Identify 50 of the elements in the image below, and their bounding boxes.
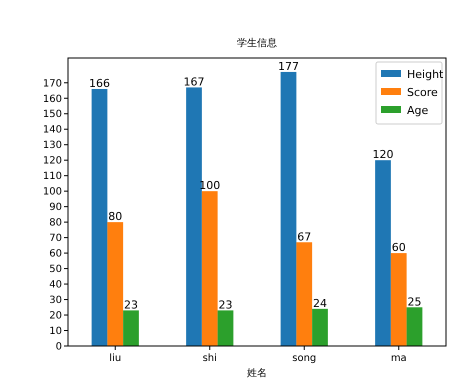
data-label: 120 — [372, 148, 394, 162]
bar — [218, 310, 234, 346]
y-tick-label: 150 — [42, 109, 62, 120]
data-label: 167 — [184, 75, 204, 88]
legend-label: Height — [407, 68, 444, 81]
y-tick-label: 70 — [49, 233, 62, 244]
bar — [123, 310, 139, 346]
y-tick-label: 120 — [42, 156, 62, 167]
legend-label: Score — [407, 86, 438, 99]
bar — [280, 72, 296, 346]
x-tick-label: ma — [390, 353, 407, 364]
bar — [375, 160, 391, 346]
x-tick-label: shi — [202, 353, 217, 364]
data-label: 23 — [218, 298, 232, 312]
bar — [92, 88, 108, 346]
data-label: 67 — [297, 230, 312, 244]
y-tick-label: 80 — [49, 218, 62, 229]
bar — [312, 308, 328, 346]
x-tick-label: liu — [109, 353, 122, 364]
y-tick-label: 110 — [42, 171, 62, 182]
y-tick-label: 60 — [49, 248, 62, 260]
data-label: 80 — [108, 210, 122, 224]
legend-label: Age — [407, 104, 429, 117]
y-tick-label: 90 — [49, 202, 62, 214]
x-tick-label: song — [292, 353, 316, 364]
bar — [406, 307, 422, 346]
y-tick-label: 20 — [49, 310, 62, 322]
y-tick-label: 130 — [42, 140, 62, 152]
y-tick-label: 50 — [49, 264, 62, 276]
data-label: 177 — [278, 60, 299, 73]
bar — [202, 191, 218, 346]
y-tick-label: 160 — [42, 94, 62, 105]
data-label: 24 — [313, 296, 327, 310]
bar — [186, 87, 202, 346]
y-tick-label: 140 — [42, 124, 62, 136]
y-tick-label: 0 — [56, 342, 62, 352]
bar — [107, 222, 124, 346]
bar — [296, 242, 312, 346]
data-label: 166 — [89, 76, 110, 90]
data-label: 60 — [392, 241, 406, 254]
data-label: 23 — [124, 298, 138, 312]
x-axis-title: 姓名 — [247, 367, 267, 379]
y-tick-label: 170 — [42, 78, 62, 90]
y-tick-label: 40 — [49, 280, 62, 291]
y-tick-label: 30 — [49, 295, 62, 306]
y-tick-label: 100 — [42, 186, 62, 198]
chart-title: 学生信息 — [237, 37, 277, 49]
y-tick-label: 10 — [49, 326, 62, 338]
bar — [390, 253, 407, 346]
data-label: 25 — [408, 295, 422, 308]
